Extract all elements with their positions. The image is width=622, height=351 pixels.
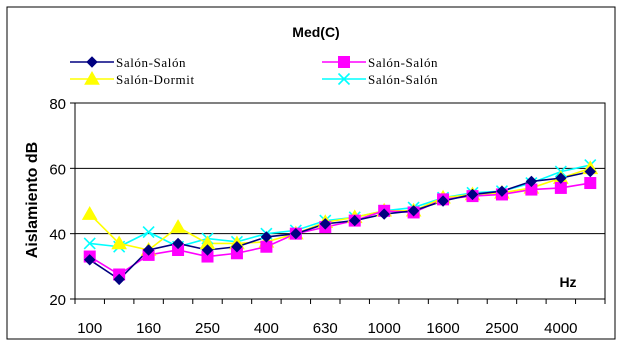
legend-entry: Salón-Salón (322, 72, 438, 87)
x-tick-label: 400 (254, 320, 279, 337)
data-point (554, 181, 567, 194)
data-point (113, 273, 125, 286)
data-point (466, 188, 479, 201)
y-tick-label: 20 (49, 292, 66, 309)
data-point (437, 195, 449, 207)
data-point (260, 231, 273, 243)
data-point (290, 227, 302, 240)
legend-swatch-marker (337, 72, 351, 86)
data-point (84, 254, 96, 266)
legend-label: Salón-Salón (368, 72, 438, 87)
data-point (81, 206, 98, 220)
data-point (584, 177, 597, 190)
plot-area: 20 40 60 80 100 160 250 400 630 1000 1600 2500 4000… (49, 96, 606, 337)
x-axis-ticks: 100 160 250 400 630 1000 1600 2500 4000 (74, 299, 606, 337)
data-point (525, 175, 538, 188)
legend-label: Salón-Salón (116, 55, 186, 70)
data-point (142, 244, 155, 256)
data-point (496, 185, 508, 197)
unit-label: Hz (559, 274, 576, 290)
legend-swatch-marker (86, 56, 98, 68)
y-tick-label: 40 (49, 227, 66, 244)
data-point (584, 165, 596, 178)
legend-swatch-marker (84, 70, 100, 85)
data-point (172, 237, 184, 250)
y-tick-label: 60 (49, 161, 66, 178)
data-point (260, 240, 273, 253)
y-axis-ticks: 20 40 60 80 (49, 96, 75, 309)
legend-label: Salón-Salón (368, 55, 438, 70)
gridlines (75, 167, 605, 235)
data-point (231, 241, 243, 253)
legend-entry: Salón-Salón (322, 55, 438, 70)
chart-title: Med(C) (292, 24, 339, 40)
x-tick-label: 4000 (544, 320, 577, 337)
x-tick-label: 100 (77, 320, 102, 337)
data-point (407, 205, 420, 217)
data-point (170, 219, 186, 233)
legend-entry: Salón-Dormit (70, 70, 195, 87)
x-tick-label: 1600 (426, 320, 459, 337)
data-point (555, 172, 567, 184)
legend-swatch-marker (338, 56, 350, 68)
x-tick-label: 1000 (367, 320, 400, 337)
data-point (201, 244, 214, 256)
y-axis-label: Aislamiento dB (24, 142, 41, 258)
data-point (111, 235, 128, 250)
x-tick-label: 250 (195, 320, 220, 337)
plot-background (75, 103, 605, 299)
x-tick-label: 630 (313, 320, 338, 337)
series-markers (81, 159, 599, 286)
legend-label: Salón-Dormit (116, 72, 195, 87)
data-point (349, 214, 361, 227)
x-tick-label: 2500 (485, 320, 518, 337)
legend: Salón-Salón Salón-Salón Salón-Dormit Salón-… (70, 55, 438, 87)
data-point (83, 237, 96, 250)
legend-entry: Salón-Salón (70, 55, 186, 70)
data-point (319, 218, 331, 230)
data-point (378, 208, 390, 220)
data-point (142, 225, 155, 239)
x-tick-label: 160 (136, 320, 161, 337)
y-tick-label: 80 (49, 96, 66, 113)
